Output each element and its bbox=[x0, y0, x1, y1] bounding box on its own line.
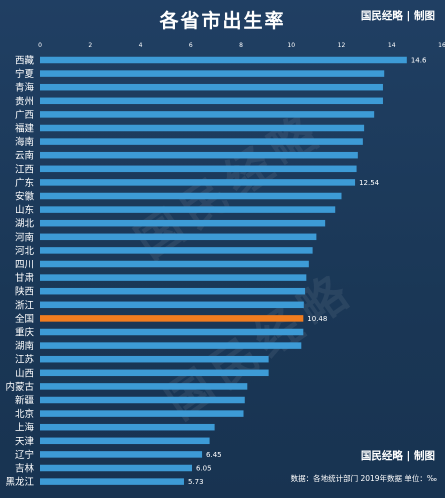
category-label: 北京 bbox=[15, 408, 34, 420]
bar-9 bbox=[40, 179, 356, 186]
x-tick-label: 10 bbox=[287, 42, 295, 49]
brand-logo-top: 国民经略 | 制图 bbox=[360, 10, 435, 22]
bar-22 bbox=[40, 355, 269, 363]
data-label: 5.73 bbox=[188, 478, 204, 486]
category-label: 西藏 bbox=[15, 55, 35, 67]
bar-4 bbox=[40, 111, 375, 118]
category-label: 甘肃 bbox=[15, 272, 34, 284]
x-tick-label: 14 bbox=[388, 42, 396, 49]
category-label: 福建 bbox=[15, 123, 35, 135]
category-label: 全国 bbox=[15, 313, 34, 325]
bar-13 bbox=[40, 233, 317, 241]
bar-18 bbox=[40, 301, 304, 309]
bar-16 bbox=[40, 274, 307, 281]
x-tick-label: 8 bbox=[239, 42, 243, 49]
category-label: 湖南 bbox=[15, 340, 34, 352]
data-label: 6.45 bbox=[206, 451, 222, 459]
data-label: 14.6 bbox=[411, 57, 427, 65]
bar-11 bbox=[40, 206, 336, 213]
category-label: 山东 bbox=[15, 204, 34, 216]
category-label: 广东 bbox=[15, 177, 34, 189]
data-label: 6.05 bbox=[196, 465, 212, 473]
bar-27 bbox=[40, 423, 215, 431]
category-label: 浙江 bbox=[15, 299, 35, 311]
category-label: 吉林 bbox=[15, 463, 35, 475]
x-tick-label: 6 bbox=[189, 42, 193, 49]
category-label: 江西 bbox=[15, 164, 34, 175]
bar-24 bbox=[40, 383, 248, 390]
bar-14 bbox=[40, 247, 313, 254]
bar-2 bbox=[40, 83, 383, 91]
category-label: 陕西 bbox=[15, 286, 34, 298]
data-labels: 14.6 12.54 10.48 6.45 6.05 5.73 bbox=[188, 57, 427, 487]
bar-7 bbox=[40, 151, 358, 159]
bar-31 bbox=[40, 478, 184, 485]
category-label: 山西 bbox=[15, 368, 34, 379]
category-labels: 西藏宁夏青海贵州广西福建海南云南江西广东安徽山东湖北河南河北四川甘肃陕西浙江全国… bbox=[5, 55, 34, 489]
bar-21 bbox=[40, 342, 302, 349]
bar-5 bbox=[40, 124, 365, 132]
bar-25 bbox=[40, 396, 245, 404]
bar-28 bbox=[40, 437, 210, 445]
chart-title: 各省市出生率 bbox=[159, 10, 286, 32]
category-label: 广西 bbox=[15, 109, 34, 121]
category-label: 云南 bbox=[15, 150, 34, 162]
category-label: 四川 bbox=[15, 260, 34, 271]
category-label: 黑龙江 bbox=[5, 476, 34, 488]
category-label: 内蒙古 bbox=[5, 381, 34, 393]
bar-10 bbox=[40, 192, 342, 200]
category-label: 湖北 bbox=[15, 219, 35, 230]
source-note: 数据：各地统计部门 2019年数据 单位：‰ bbox=[290, 474, 437, 483]
bar-20 bbox=[40, 328, 304, 336]
x-tick-label: 0 bbox=[38, 42, 42, 49]
x-tick-label: 16 bbox=[438, 42, 445, 49]
bars bbox=[40, 56, 407, 485]
category-label: 宁夏 bbox=[15, 68, 35, 80]
bar-19 bbox=[40, 315, 304, 322]
category-label: 新疆 bbox=[15, 395, 35, 407]
x-tick-label: 2 bbox=[88, 42, 92, 49]
bar-29 bbox=[40, 451, 203, 458]
bar-12 bbox=[40, 219, 326, 227]
category-label: 贵州 bbox=[15, 95, 34, 107]
bar-15 bbox=[40, 260, 309, 268]
x-axis-ticks: 0 2 4 6 8 10 12 14 16 bbox=[38, 42, 445, 49]
category-label: 重庆 bbox=[15, 327, 35, 339]
x-tick-label: 4 bbox=[139, 42, 143, 49]
category-label: 上海 bbox=[15, 422, 35, 434]
bar-30 bbox=[40, 464, 193, 472]
bar-1 bbox=[40, 70, 385, 77]
brand-logo-bottom: 国民经略 | 制图 bbox=[360, 450, 435, 462]
bar-0 bbox=[40, 56, 407, 64]
category-label: 河南 bbox=[15, 231, 34, 243]
bar-26 bbox=[40, 410, 244, 417]
category-label: 海南 bbox=[15, 136, 34, 148]
category-label: 辽宁 bbox=[15, 449, 34, 461]
bar-6 bbox=[40, 138, 363, 145]
category-label: 江苏 bbox=[15, 354, 35, 366]
category-label: 河北 bbox=[15, 245, 35, 257]
bar-8 bbox=[40, 165, 357, 173]
category-label: 青海 bbox=[15, 82, 35, 94]
data-label: 12.54 bbox=[359, 179, 380, 187]
bar-17 bbox=[40, 287, 306, 295]
bar-23 bbox=[40, 369, 269, 377]
category-label: 天津 bbox=[15, 436, 35, 447]
x-tick-label: 12 bbox=[338, 42, 346, 49]
category-label: 安徽 bbox=[15, 191, 35, 203]
bar-3 bbox=[40, 97, 383, 105]
data-label: 10.48 bbox=[307, 315, 327, 323]
